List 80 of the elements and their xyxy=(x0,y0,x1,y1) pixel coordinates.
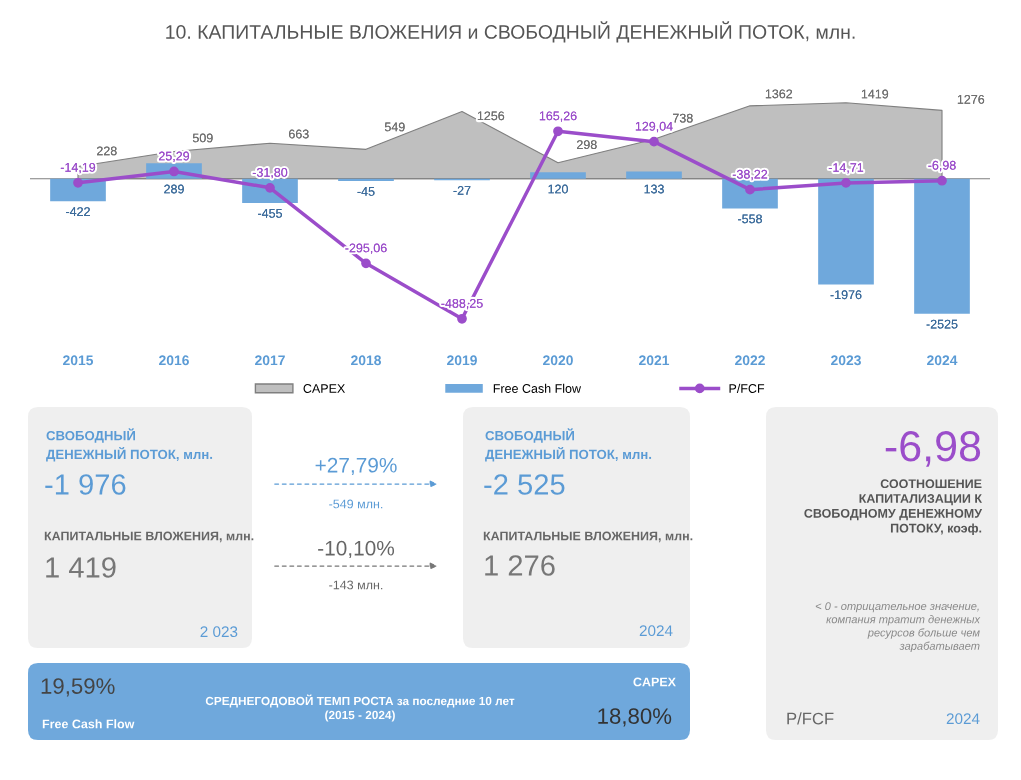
text: 2024 xyxy=(639,625,673,637)
text: КАПИТАЛЬНЫЕ ВЛОЖЕНИЯ, млн. xyxy=(44,531,254,543)
point xyxy=(553,126,563,137)
text: Free Cash Flow xyxy=(42,719,135,729)
data-label: 289 xyxy=(164,184,184,194)
text: -1 976 xyxy=(45,474,126,495)
data-label: -38,22 xyxy=(732,169,768,181)
data-label: -14,71 xyxy=(828,163,864,174)
text: 19,59% xyxy=(41,678,115,697)
legend-label: P/FCF xyxy=(729,383,765,393)
data-label: -31,80 xyxy=(252,167,288,179)
x-tick-label: 2017 xyxy=(255,355,285,366)
point xyxy=(73,177,83,188)
data-label: -14,19 xyxy=(60,162,96,174)
data-label: 165,26 xyxy=(539,111,577,122)
legend-label: CAPEX xyxy=(303,384,346,393)
text: 1 419 xyxy=(46,557,116,578)
data-label: -558 xyxy=(738,214,762,224)
text: СООТНОШЕНИЕ КАПИТАЛИЗАЦИИ К СВОБОДНОМУ ДЕНЕЖНОМУ ПОТОКУ, коэф. xyxy=(804,479,983,536)
legend-label: Free Cash Flow xyxy=(493,383,582,393)
data-label: 25,29 xyxy=(158,151,190,162)
x-tick-label: 2016 xyxy=(159,355,189,366)
text: -10,10% xyxy=(318,540,395,559)
x-tick-label: 2024 xyxy=(927,355,958,366)
data-label: 1419 xyxy=(861,89,889,99)
x-tick-label: 2018 xyxy=(351,355,382,366)
text: +27,79% xyxy=(315,457,397,476)
text: < 0 - отрицательное значение, компания тратит денежных ресурсов больше чем зарабатывает xyxy=(815,602,981,653)
data-label: -45 xyxy=(357,187,375,196)
data-label: 738 xyxy=(673,113,693,123)
data-label: 228 xyxy=(97,146,117,156)
point xyxy=(937,175,947,186)
text: СВОБОДНЫЙ ДЕНЕЖНЫЙ ПОТОК, млн. xyxy=(46,428,213,462)
text: CAPEX xyxy=(633,677,676,687)
data-label: -422 xyxy=(66,207,90,216)
data-label: 1362 xyxy=(765,89,793,99)
text: СРЕДНЕГОДОВОЙ ТЕМП РОСТА за последние 10 лет (2015 - 2024) xyxy=(205,694,515,722)
bar xyxy=(914,178,970,314)
data-label: 133 xyxy=(644,184,664,194)
text: -143 млн. xyxy=(329,580,383,590)
x-tick-label: 2020 xyxy=(543,355,573,366)
data-label: 1276 xyxy=(957,94,985,104)
data-label: 129,04 xyxy=(635,121,673,133)
chart-title: 10. КАПИТАЛЬНЫЕ ВЛОЖЕНИЯ и СВОБОДНЫЙ ДЕНЕЖНЫЙ ПОТОК, млн. xyxy=(166,21,855,43)
bar xyxy=(626,171,682,179)
text: -549 млн. xyxy=(329,499,383,509)
point xyxy=(841,178,851,188)
point xyxy=(361,258,371,269)
text: -2 525 xyxy=(484,474,565,495)
text: 2 023 xyxy=(200,626,238,638)
data-label: -6,98 xyxy=(928,160,956,172)
data-label: 1256 xyxy=(477,111,505,121)
data-label: 509 xyxy=(192,133,213,143)
data-label: -455 xyxy=(258,209,282,218)
text: КАПИТАЛЬНЫЕ ВЛОЖЕНИЯ, млн. xyxy=(483,531,693,543)
data-label: -1976 xyxy=(830,290,862,300)
text: -6,98 xyxy=(885,431,981,467)
x-tick-label: 2023 xyxy=(831,355,861,366)
point xyxy=(745,184,755,195)
text: 18,80% xyxy=(598,708,672,727)
data-label: 298 xyxy=(577,140,597,150)
x-tick-label: 2015 xyxy=(63,355,94,366)
data-label: 120 xyxy=(548,184,568,194)
text: 1 276 xyxy=(485,555,555,576)
data-label: 663 xyxy=(289,129,309,139)
bar xyxy=(530,172,586,179)
data-label: -27 xyxy=(453,186,471,195)
text: 2024 xyxy=(946,713,980,725)
point xyxy=(169,166,179,177)
x-tick-label: 2021 xyxy=(639,355,670,366)
point xyxy=(649,136,659,147)
point xyxy=(457,313,467,324)
data-label: 549 xyxy=(384,122,405,132)
text: P/FCF xyxy=(787,712,834,725)
x-tick-label: 2019 xyxy=(447,355,477,366)
bar xyxy=(818,178,874,285)
point xyxy=(265,182,275,193)
text: СВОБОДНЫЙ ДЕНЕЖНЫЙ ПОТОК, млн. xyxy=(485,428,652,462)
x-tick-label: 2022 xyxy=(735,355,765,366)
data-label: -2525 xyxy=(926,319,958,329)
